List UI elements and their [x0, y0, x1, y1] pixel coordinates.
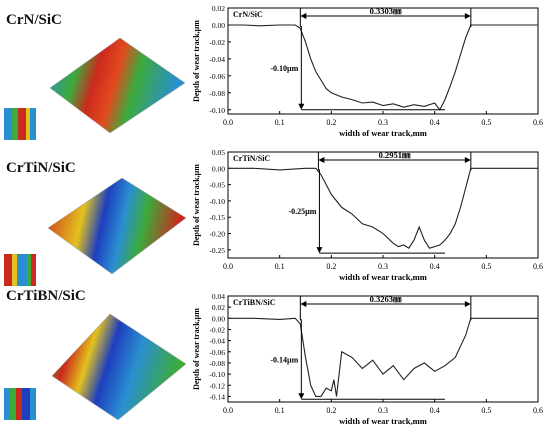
- y-tick-label: -0.02: [209, 325, 225, 334]
- x-tick-label: 0.5: [481, 262, 491, 271]
- width-arrowhead: [300, 301, 307, 307]
- x-tick-label: 0.5: [481, 406, 491, 415]
- y-tick-label: 0.02: [212, 4, 225, 13]
- y-tick-label: -0.06: [209, 348, 225, 357]
- width-label: 0.2951㎜: [379, 150, 411, 160]
- x-axis-label: width of wear track,mm: [339, 416, 427, 426]
- x-tick-label: 0.6: [533, 406, 543, 415]
- x-tick-label: 0.3: [378, 118, 388, 127]
- surface-2d-thumbnail: [4, 254, 36, 286]
- y-tick-label: -0.10: [209, 106, 225, 115]
- y-tick-label: -0.02: [209, 38, 225, 47]
- surface-3d-image: [49, 37, 186, 134]
- x-tick-label: 0.2: [326, 118, 336, 127]
- y-tick-label: 0.00: [212, 314, 225, 323]
- x-tick-label: 0.3: [378, 262, 388, 271]
- y-tick-label: 0.04: [212, 292, 225, 301]
- x-tick-label: 0.6: [533, 262, 543, 271]
- y-tick-label: -0.15: [209, 213, 225, 222]
- y-axis-label: Depth of wear track,µm: [192, 20, 201, 102]
- y-tick-label: -0.20: [209, 230, 225, 239]
- x-tick-label: 0.4: [430, 118, 440, 127]
- surface-3d-image: [51, 313, 187, 421]
- legend-label: CrTiBN/SiC: [233, 298, 276, 307]
- depth-arrowhead: [298, 393, 305, 400]
- wear-track-profile-chart: 0.0 0.1 0.2 0.3 0.4 0.5 0.6 0.04 0.02 0.00 -0.02 -0…: [192, 292, 543, 426]
- y-tick-label: -0.12: [209, 381, 225, 390]
- y-tick-label: -0.08: [209, 89, 225, 98]
- width-arrowhead: [464, 157, 471, 163]
- y-tick-label: 0.00: [212, 164, 225, 173]
- x-tick-label: 0.5: [481, 118, 491, 127]
- y-tick-label: -0.04: [209, 337, 225, 346]
- x-tick-label: 0.4: [430, 262, 440, 271]
- x-axis-label: width of wear track,mm: [339, 272, 427, 282]
- sample-label: CrN/SiC: [6, 12, 62, 28]
- depth-label: -0.25µm: [288, 207, 316, 216]
- depth-label: -0.14µm: [270, 355, 298, 364]
- panel-crtin: CrTiN/SiC 0.0 0.1 0.2 0.3 0.4 0.5 0.6 0.05 0.00 -…: [0, 144, 550, 288]
- sample-label: CrTiN/SiC: [6, 160, 76, 176]
- profile-line: [228, 167, 538, 249]
- wear-track-profile-chart: 0.0 0.1 0.2 0.3 0.4 0.5 0.6 0.02 0.00 -0.02 -0.04 -…: [192, 4, 543, 138]
- surface-3d-image: [47, 177, 187, 275]
- surface-2d-thumbnail: [4, 388, 36, 420]
- x-tick-label: 0.0: [223, 406, 233, 415]
- x-axis-label: width of wear track,mm: [339, 128, 427, 138]
- y-tick-label: -0.25: [209, 246, 225, 255]
- y-tick-label: -0.14: [209, 392, 225, 401]
- x-tick-label: 0.0: [223, 262, 233, 271]
- x-tick-label: 0.3: [378, 406, 388, 415]
- y-axis-label: Depth of wear track,µm: [192, 308, 201, 390]
- plot-frame: [227, 7, 539, 115]
- y-tick-label: 0.00: [212, 21, 225, 30]
- y-tick-label: 0.02: [212, 303, 225, 312]
- legend-label: CrN/SiC: [233, 10, 263, 19]
- y-tick-label: -0.10: [209, 370, 225, 379]
- width-arrowhead: [318, 157, 325, 163]
- x-tick-label: 0.1: [275, 262, 285, 271]
- wear-track-profile-chart: 0.0 0.1 0.2 0.3 0.4 0.5 0.6 0.05 0.00 -0.05 -0.10 -…: [192, 148, 543, 282]
- x-tick-label: 0.6: [533, 118, 543, 127]
- x-tick-label: 0.0: [223, 118, 233, 127]
- depth-label: -0.10µm: [270, 64, 298, 73]
- y-tick-label: -0.08: [209, 359, 225, 368]
- depth-arrowhead: [316, 247, 323, 254]
- sample-label: CrTiBN/SiC: [6, 288, 86, 304]
- width-arrowhead: [300, 13, 307, 19]
- y-tick-label: -0.05: [209, 181, 225, 190]
- width-arrowhead: [464, 301, 471, 307]
- plot-frame: [227, 295, 539, 403]
- x-tick-label: 0.4: [430, 406, 440, 415]
- x-tick-label: 0.1: [275, 406, 285, 415]
- y-tick-label: -0.10: [209, 197, 225, 206]
- panel-crtibn: CrTiBN/SiC 0.0 0.1 0.2 0.3 0.4 0.5 0.6 0.04 0.02…: [0, 288, 550, 432]
- width-arrowhead: [464, 13, 471, 19]
- surface-2d-thumbnail: [4, 108, 36, 140]
- y-tick-label: -0.04: [209, 55, 225, 64]
- depth-arrowhead: [298, 103, 305, 110]
- x-tick-label: 0.2: [326, 406, 336, 415]
- y-tick-label: -0.06: [209, 72, 225, 81]
- y-axis-label: Depth of wear track,µm: [192, 164, 201, 246]
- panel-crn: CrN/SiC 0.0 0.1 0.2 0.3 0.4 0.5 0.6 0.02 0.00 -0.…: [0, 0, 550, 144]
- profile-line: [228, 317, 538, 397]
- y-tick-label: 0.05: [212, 148, 225, 157]
- x-tick-label: 0.2: [326, 262, 336, 271]
- x-tick-label: 0.1: [275, 118, 285, 127]
- width-label: 0.3303㎜: [370, 6, 402, 16]
- width-label: 0.3263㎜: [370, 294, 402, 304]
- legend-label: CrTiN/SiC: [233, 154, 270, 163]
